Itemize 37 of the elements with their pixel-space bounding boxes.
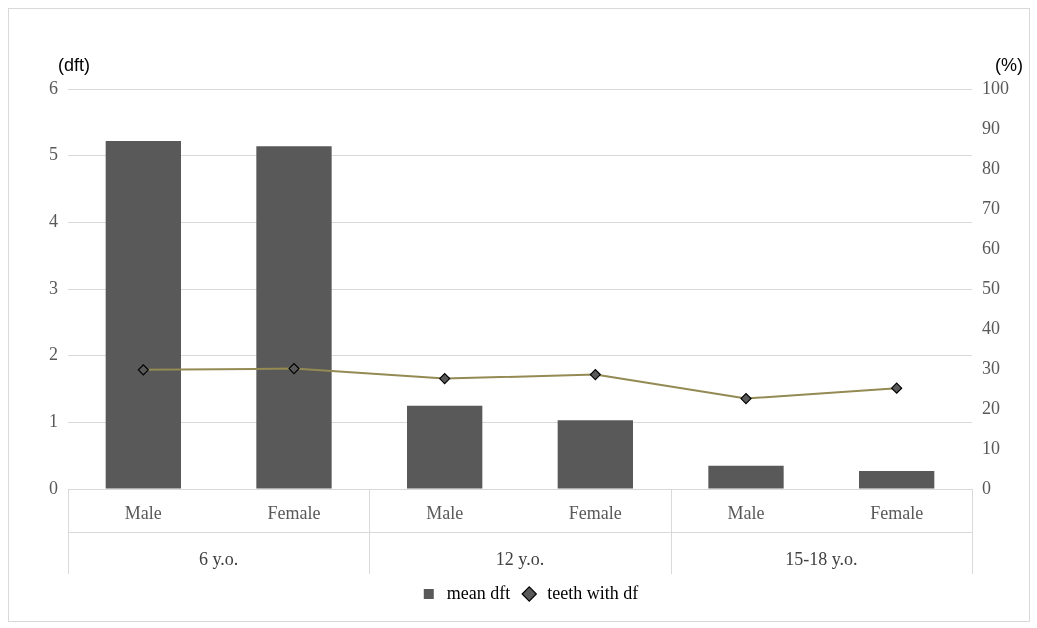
y2-tick-label: 60 <box>982 237 1000 258</box>
legend-label: mean dft <box>446 582 511 603</box>
y-tick-label: 6 <box>49 77 58 98</box>
y2-tick-label: 20 <box>982 397 1000 418</box>
x-tick-label: Female <box>267 502 321 523</box>
y2-tick-label: 10 <box>982 437 1000 458</box>
y-tick-label: 2 <box>49 344 58 365</box>
x-tick-label: Male <box>124 502 162 523</box>
bar <box>407 405 483 489</box>
y-tick-label: 5 <box>49 144 58 165</box>
y2-tick-label: 100 <box>982 77 1009 98</box>
x-tick-label: Female <box>568 502 622 523</box>
y-tick-label: 0 <box>49 477 58 498</box>
x-tick-label: Male <box>426 502 464 523</box>
y-tick-label: 1 <box>49 411 58 432</box>
x-tick-label: Male <box>727 502 765 523</box>
y2-tick-label: 80 <box>982 157 1000 178</box>
bar <box>557 420 633 489</box>
y-tick-label: 3 <box>49 277 58 298</box>
x-tick-label: Female <box>870 502 924 523</box>
bar <box>708 465 784 489</box>
y2-tick-label: 30 <box>982 357 1000 378</box>
bar <box>105 141 181 489</box>
y2-tick-label: 40 <box>982 317 1000 338</box>
legend-label: teeth with df <box>547 582 639 603</box>
y2-tick-label: 50 <box>982 277 1000 298</box>
y2-tick-label: 70 <box>982 197 1000 218</box>
text: 15-18 y.o. <box>785 549 858 569</box>
y2-tick-label: 0 <box>982 477 991 498</box>
bar <box>256 146 332 489</box>
bar <box>859 471 935 489</box>
y2-tick-label: 90 <box>982 117 1000 138</box>
text: 6 y.o. <box>198 549 239 569</box>
y-tick-label: 4 <box>49 211 58 232</box>
text: 12 y.o. <box>495 549 545 569</box>
y-axis-title: (dft) <box>58 55 91 75</box>
y2-axis-title: (%) <box>995 55 1023 75</box>
